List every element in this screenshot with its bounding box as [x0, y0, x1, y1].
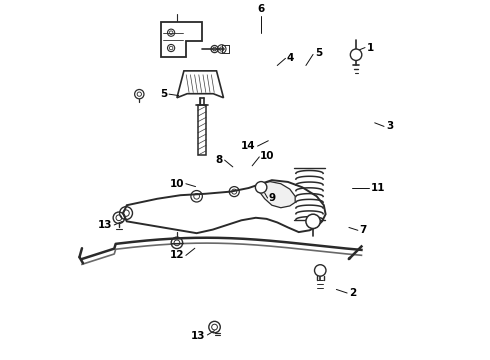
Polygon shape — [161, 22, 202, 57]
Circle shape — [306, 214, 320, 229]
Text: 14: 14 — [241, 141, 256, 151]
Circle shape — [315, 265, 326, 276]
Polygon shape — [123, 180, 326, 233]
Circle shape — [255, 181, 267, 193]
Polygon shape — [259, 181, 295, 208]
Text: 10: 10 — [259, 151, 274, 161]
Text: 2: 2 — [349, 288, 356, 298]
Text: 12: 12 — [170, 251, 184, 260]
Text: 13: 13 — [191, 331, 206, 341]
Text: 6: 6 — [258, 4, 265, 14]
Text: 10: 10 — [170, 179, 184, 189]
Text: 5: 5 — [315, 48, 322, 58]
Text: 5: 5 — [160, 89, 167, 99]
Text: 9: 9 — [269, 193, 275, 203]
Text: 3: 3 — [387, 121, 394, 131]
Text: 1: 1 — [367, 42, 374, 53]
Text: 4: 4 — [286, 53, 294, 63]
Text: 11: 11 — [370, 183, 385, 193]
Text: 8: 8 — [216, 156, 223, 166]
Circle shape — [350, 49, 362, 60]
FancyBboxPatch shape — [198, 105, 206, 155]
Text: 7: 7 — [360, 225, 367, 235]
Polygon shape — [177, 71, 223, 98]
Text: 13: 13 — [98, 220, 112, 230]
